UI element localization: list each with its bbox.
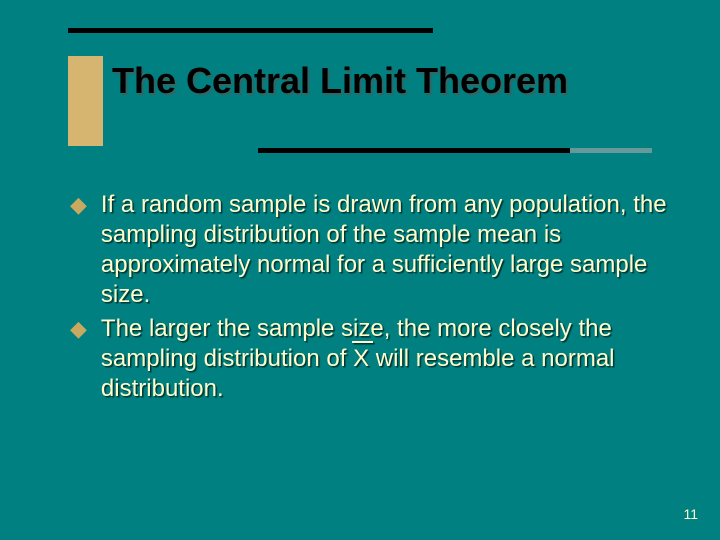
x-bar-overline (352, 341, 373, 343)
bullet-item: ◆ The larger the sample size, the more c… (70, 314, 670, 404)
x-bar-letter: X (353, 345, 369, 372)
decor-accent-block (68, 56, 103, 146)
x-bar-symbol: X (353, 344, 369, 374)
slide-body: ◆ If a random sample is drawn from any p… (70, 190, 670, 408)
bullet-icon: ◆ (70, 190, 87, 220)
bullet-text: The larger the sample size, the more clo… (101, 314, 670, 404)
page-number: 11 (683, 506, 698, 522)
bullet-item: ◆ If a random sample is drawn from any p… (70, 190, 670, 310)
bullet-text: If a random sample is drawn from any pop… (101, 190, 670, 310)
decor-top-line (68, 28, 433, 33)
decor-bottom-overlay (570, 148, 652, 153)
slide-container: The Central Limit Theorem ◆ If a random … (0, 0, 720, 540)
slide-title: The Central Limit Theorem (112, 60, 568, 102)
bullet-icon: ◆ (70, 314, 87, 344)
